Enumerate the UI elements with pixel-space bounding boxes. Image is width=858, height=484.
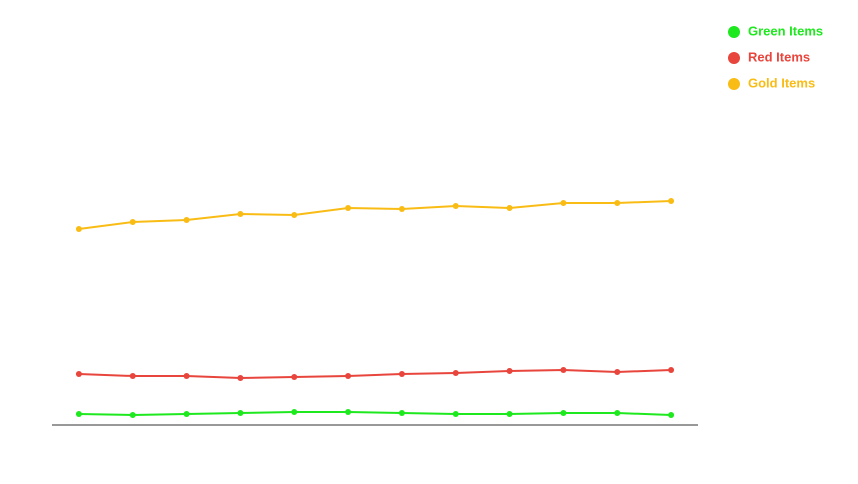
data-point <box>398 410 405 416</box>
legend-label: Gold Items <box>748 75 815 90</box>
data-point <box>668 412 675 418</box>
series-line <box>78 411 672 417</box>
data-point <box>560 367 567 373</box>
data-point <box>614 369 621 375</box>
series-line <box>78 368 672 380</box>
data-point <box>75 411 82 417</box>
data-point <box>506 411 513 417</box>
data-point <box>237 211 244 217</box>
data-point <box>614 410 621 416</box>
data-point <box>291 212 298 218</box>
data-point <box>345 373 352 379</box>
legend-marker <box>728 26 740 38</box>
data-point <box>398 206 405 212</box>
series-line <box>78 200 672 230</box>
data-point <box>668 198 675 204</box>
data-point <box>75 226 82 232</box>
data-point <box>345 409 352 415</box>
data-point <box>668 367 675 373</box>
legend-label: Red Items <box>748 49 810 64</box>
data-point <box>129 373 136 379</box>
legend-marker <box>728 78 740 90</box>
data-point <box>75 371 82 377</box>
data-point <box>614 200 621 206</box>
legend-label: Green Items <box>748 23 823 38</box>
data-point <box>183 411 190 417</box>
data-point <box>183 217 190 223</box>
data-point <box>506 368 513 374</box>
data-point <box>452 411 459 417</box>
data-point <box>452 370 459 376</box>
data-point <box>237 375 244 381</box>
data-point <box>452 203 459 209</box>
data-point <box>183 373 190 379</box>
data-point <box>129 412 136 418</box>
data-point <box>506 205 513 211</box>
data-point <box>237 410 244 416</box>
data-point <box>291 374 298 380</box>
data-point <box>560 410 567 416</box>
data-point <box>398 371 405 377</box>
data-point <box>291 409 298 415</box>
legend-marker <box>728 52 740 64</box>
data-point <box>129 219 136 225</box>
data-point <box>345 205 352 211</box>
data-point <box>560 200 567 206</box>
